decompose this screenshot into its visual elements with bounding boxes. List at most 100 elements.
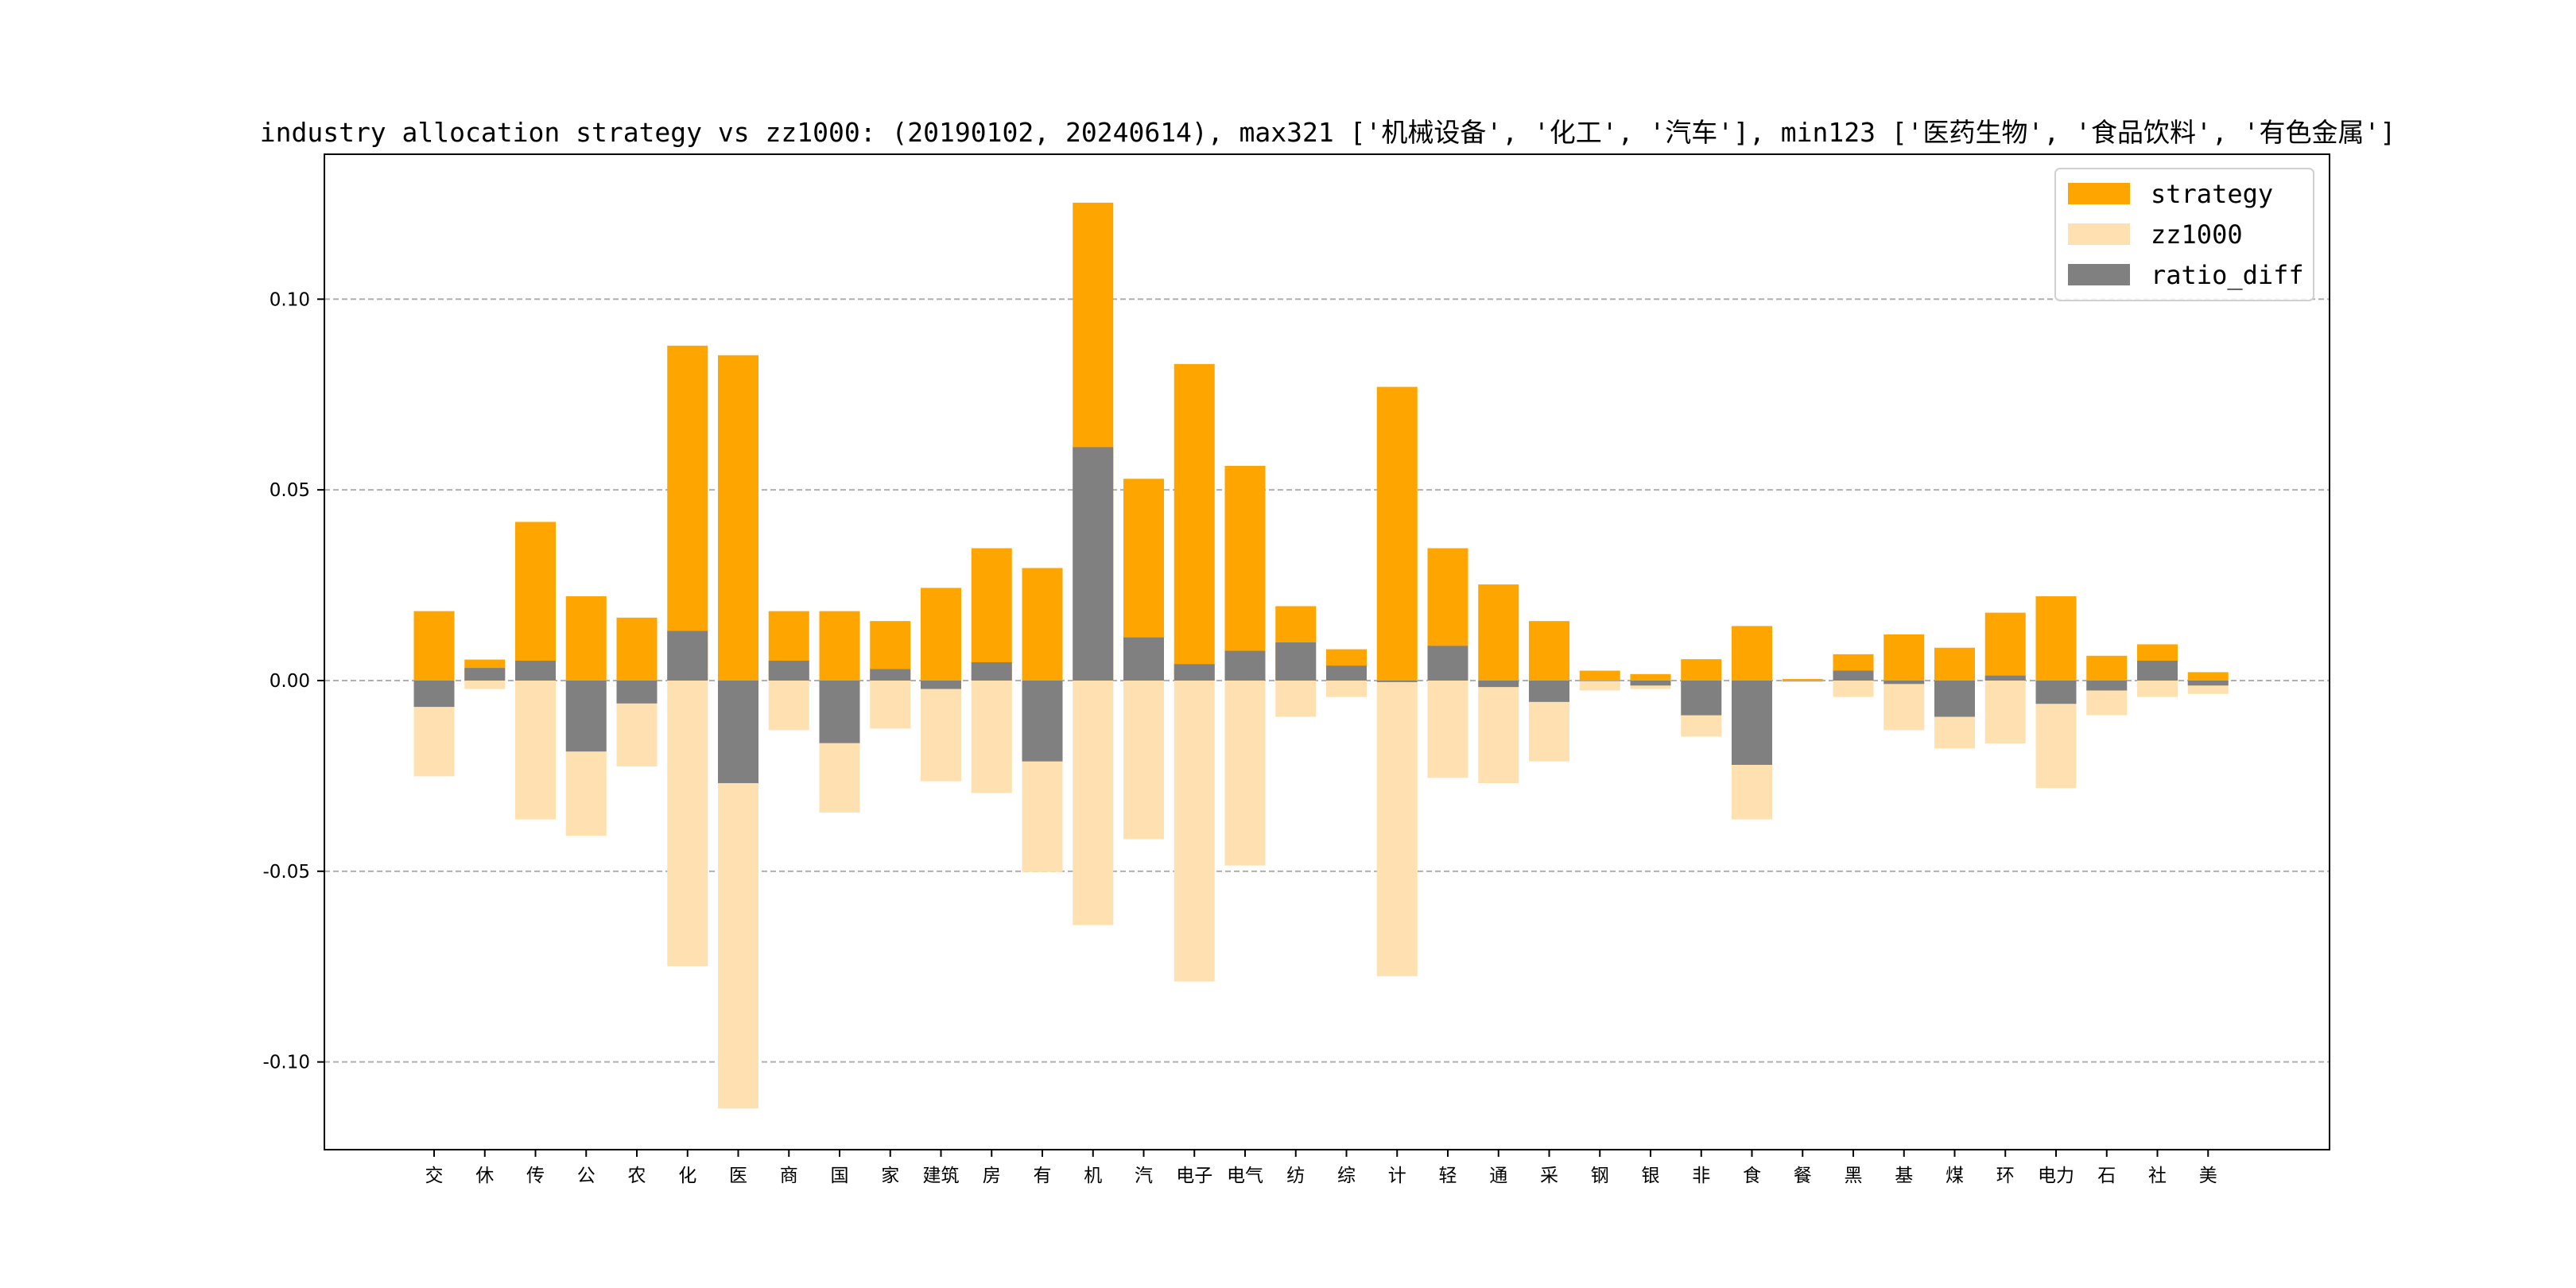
legend-label-ratio-diff: ratio_diff [2151,260,2304,290]
x-tick-label: 休 [475,1166,494,1186]
bar-strategy [2086,655,2128,681]
series-zz1000 [413,680,2229,1109]
x-tick-label: 有 [1034,1166,1052,1186]
x-tick-label: 化 [678,1166,696,1186]
bar-strategy [1579,670,1620,681]
legend-label-strategy: strategy [2151,179,2273,209]
x-tick-label: 石 [2097,1166,2116,1186]
bar-ratio-diff [2137,661,2178,681]
x-tick-label: 传 [526,1166,545,1186]
bar-ratio-diff [1123,637,1164,681]
bar-zz1000 [1984,680,2026,744]
bar-ratio-diff [971,661,1012,681]
bar-zz1000 [464,680,506,689]
bar-ratio-diff [1022,680,1063,762]
bar-strategy [1984,612,2026,681]
x-tick-label: 基 [1895,1166,1913,1186]
bar-strategy [667,345,708,681]
bar-ratio-diff [768,661,809,681]
bar-zz1000 [1478,680,1519,784]
bar-zz1000 [1782,680,1823,682]
bar-zz1000 [971,680,1012,793]
bar-ratio-diff [718,680,758,784]
bar-ratio-diff [1984,675,2026,681]
bar-strategy [1529,621,1569,681]
x-tick-label: 采 [1540,1166,1558,1186]
bar-strategy [1681,659,1722,681]
bar-ratio-diff [515,661,556,681]
bar-ratio-diff [1884,680,1925,685]
x-tick-label: 医 [729,1166,747,1186]
x-tick-label: 国 [831,1166,849,1186]
x-tick-label: 房 [983,1166,1001,1186]
bar-ratio-diff [1326,665,1367,681]
bar-ratio-diff [1529,680,1569,702]
bar-zz1000 [1427,680,1468,778]
bar-ratio-diff [413,680,455,708]
bar-strategy [2187,672,2229,681]
bar-zz1000 [1275,680,1317,717]
chart-title: industry allocation strategy vs zz1000: … [260,117,2396,148]
x-tick-label: 美 [2199,1166,2217,1186]
x-tick-label: 商 [780,1166,798,1186]
bar-zz1000 [1579,680,1620,691]
legend: strategy zz1000 ratio_diff [2054,168,2314,301]
bar-strategy [1782,679,1823,681]
bar-zz1000 [1174,680,1215,982]
y-tick-label: 0.05 [270,480,310,501]
bar-zz1000 [921,680,961,782]
y-tick-label: -0.10 [262,1053,310,1073]
x-tick-label: 电子 [1176,1166,1212,1186]
x-tick-label: 机 [1084,1166,1102,1186]
bar-ratio-diff [1073,447,1114,681]
x-tick-label: 建筑 [923,1166,960,1186]
x-tick-label: 煤 [1946,1166,1964,1186]
bar-zz1000 [1833,680,1874,697]
x-tick-label: 餐 [1794,1166,1812,1186]
bar-ratio-diff [2086,680,2128,691]
x-tick-label: 汽 [1135,1166,1153,1186]
bar-ratio-diff [616,680,658,704]
bar-ratio-diff [1174,664,1215,681]
x-tick-label: 计 [1388,1166,1406,1186]
bar-strategy [1934,647,1975,681]
x-tick-label: 纺 [1286,1166,1305,1186]
bar-ratio-diff [1275,642,1317,681]
series-strategy [413,202,2229,681]
legend-swatch-zz1000 [2068,223,2130,245]
bars-layer [413,202,2229,1109]
bar-zz1000 [515,680,556,820]
y-tick-label: -0.05 [262,862,310,883]
bar-zz1000 [667,680,708,967]
x-tick-label: 家 [881,1166,899,1186]
x-tick-label: 环 [1996,1166,2015,1186]
bar-ratio-diff [1478,680,1519,688]
y-tick-label: 0.00 [270,671,310,692]
bar-ratio-diff [921,680,961,689]
bar-strategy [1478,584,1519,681]
bar-zz1000 [768,680,809,731]
legend-label-zz1000: zz1000 [2151,219,2243,250]
bar-strategy [565,596,607,681]
bar-strategy [1630,673,1671,681]
x-tick-label: 公 [577,1166,596,1186]
x-tick-label: 非 [1692,1166,1710,1186]
bar-ratio-diff [667,630,708,681]
legend-swatch-ratio-diff [2068,264,2130,285]
bar-zz1000 [2137,680,2178,697]
bar-ratio-diff [1934,680,1975,717]
bar-strategy [515,522,556,681]
bar-zz1000 [1123,680,1164,840]
x-tick-label: 交 [425,1166,444,1186]
bar-ratio-diff [1732,680,1772,765]
x-axis: 交 休 传 公 农 化 医 商 国 家 建筑 房 有 机 汽 电子 电气 纺 综 计 轻 通 采 钢 银 非 食 餐 黑 基 煤 环 电力 石 社 美 [425,1150,2217,1186]
bar-strategy [1224,465,1266,681]
x-tick-label: 农 [628,1166,646,1186]
bar-ratio-diff [819,680,860,743]
bar-zz1000 [870,680,911,729]
series-ratio-diff [413,447,2229,784]
x-tick-label: 钢 [1591,1166,1609,1186]
x-tick-label: 黑 [1845,1166,1863,1186]
bar-ratio-diff [565,680,607,752]
